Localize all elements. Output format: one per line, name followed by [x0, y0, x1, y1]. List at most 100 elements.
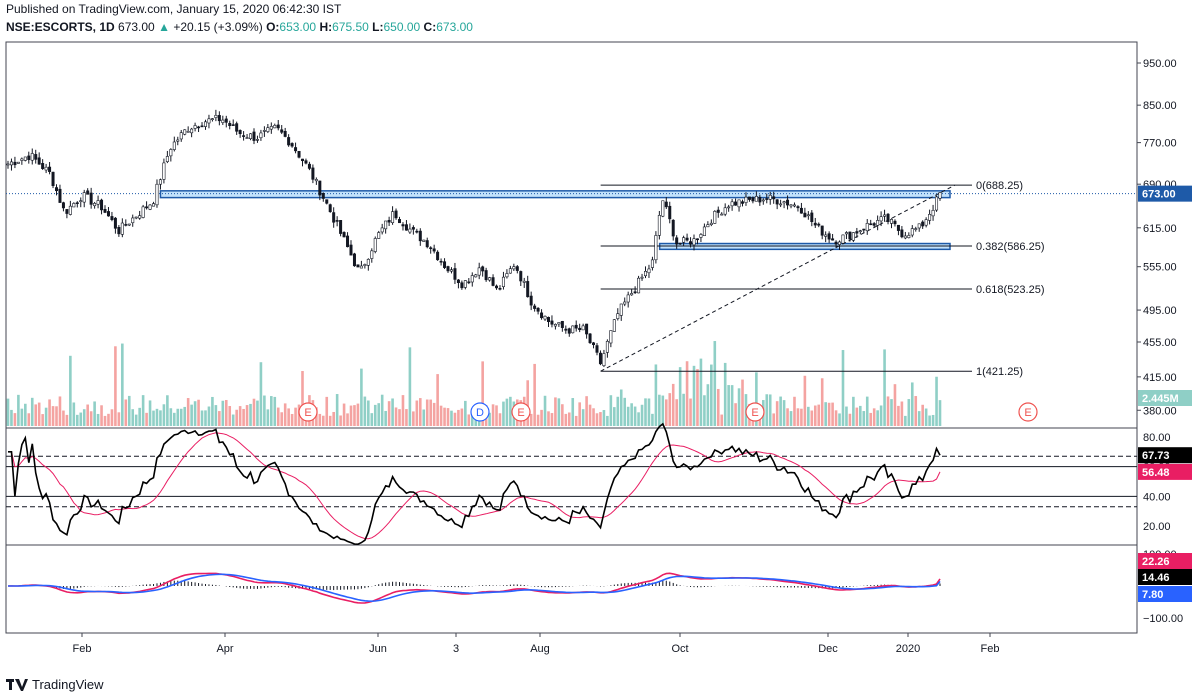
volume-bar: [193, 401, 197, 426]
volume-bar: [664, 399, 668, 426]
rsi-tick-label: 80.00: [1143, 432, 1171, 444]
candle-body: [394, 210, 398, 219]
volume-bar: [533, 363, 536, 426]
volume-bar: [793, 396, 796, 426]
candle-body: [896, 224, 900, 231]
volume-bar: [107, 413, 110, 426]
open-label: O:: [266, 20, 280, 34]
volume-bar: [710, 364, 713, 426]
volume-bar: [859, 405, 862, 426]
volume-bar: [356, 403, 360, 426]
volume-bar: [796, 408, 800, 426]
volume-bar: [200, 410, 204, 426]
earnings-marker: [298, 402, 318, 422]
volume-bar: [235, 409, 238, 426]
volume-bar: [141, 395, 145, 426]
candle-body: [578, 327, 582, 331]
candle-body: [557, 322, 561, 325]
volume-bar: [907, 399, 911, 426]
candle-body: [799, 207, 803, 214]
price-tick-label: 770.00: [1143, 138, 1177, 150]
volume-bar: [339, 415, 342, 426]
candle-body: [827, 233, 831, 240]
volume-bar: [547, 411, 550, 426]
candle-body: [761, 199, 765, 202]
volume-bar: [266, 409, 270, 426]
tradingview-logo-icon: [6, 678, 28, 691]
volume-bar: [405, 409, 408, 426]
time-tick-label: Feb: [981, 643, 1000, 655]
candle-body: [20, 158, 24, 161]
candle-body: [103, 209, 107, 213]
low-label: L:: [372, 20, 384, 34]
volume-bar: [218, 411, 221, 426]
footer-brand[interactable]: TradingView: [6, 677, 104, 692]
volume-bar: [879, 405, 883, 426]
candle-body: [106, 211, 110, 217]
volume-bar: [391, 398, 394, 426]
candle-body: [682, 237, 686, 243]
event-label: D: [476, 407, 484, 419]
volume-bar: [221, 400, 225, 426]
volume-bar: [654, 364, 658, 426]
volume-bar: [678, 367, 682, 426]
candle-body: [398, 219, 402, 224]
candle-body: [328, 204, 332, 213]
volume-bar: [727, 385, 730, 426]
candle-body: [214, 114, 218, 118]
candle-body: [342, 232, 346, 238]
event-label: E: [517, 407, 524, 419]
volume-bar: [377, 403, 381, 426]
volume-bar: [640, 404, 644, 426]
volume-bar: [179, 408, 183, 426]
candle-body: [900, 229, 904, 238]
candle-body: [58, 188, 62, 203]
volume-bar: [838, 413, 841, 426]
candle-body: [623, 301, 627, 305]
candle-body: [616, 313, 620, 319]
candle-body: [650, 259, 654, 268]
volume-bar: [259, 362, 263, 426]
volume-bar: [554, 397, 557, 426]
volume-bar: [256, 400, 259, 426]
volume-bar: [613, 407, 616, 426]
candle-body: [924, 219, 928, 226]
candle-body: [574, 324, 578, 329]
candle-body: [203, 121, 207, 127]
volume-bar: [775, 401, 779, 426]
candle-body: [127, 223, 131, 226]
volume-bar: [772, 413, 775, 426]
volume-bar: [900, 401, 904, 426]
volume-bar: [429, 399, 432, 426]
candle-body: [75, 202, 79, 204]
candle-body: [30, 153, 34, 161]
published-note: Published on TradingView.com, January 15…: [6, 2, 342, 16]
candle-body: [207, 118, 211, 124]
volume-bar: [453, 412, 457, 426]
symbol-title[interactable]: NSE:ESCORTS, 1D: [6, 20, 115, 34]
volume-bar: [415, 400, 419, 426]
volume-bar: [470, 413, 474, 426]
candle-body: [287, 137, 291, 146]
candle-body: [186, 131, 190, 133]
dividend-marker: [470, 402, 490, 422]
candle-body: [730, 201, 734, 207]
volume-bar: [824, 402, 827, 426]
candle-body: [259, 132, 263, 139]
volume-bar: [637, 412, 640, 426]
volume-bar: [813, 405, 817, 426]
candle-body: [709, 222, 713, 225]
volume-bar: [834, 410, 838, 426]
volume-bar: [755, 372, 758, 426]
candle-body: [172, 141, 176, 150]
candle-body: [699, 234, 703, 238]
candle-body: [13, 161, 17, 166]
candle-body: [297, 150, 301, 158]
volume-bar: [280, 412, 284, 426]
volume-bar: [190, 404, 193, 426]
candle-body: [754, 196, 758, 202]
volume-bar: [290, 413, 294, 426]
candle-body: [737, 199, 741, 208]
volume-bar: [27, 413, 31, 426]
